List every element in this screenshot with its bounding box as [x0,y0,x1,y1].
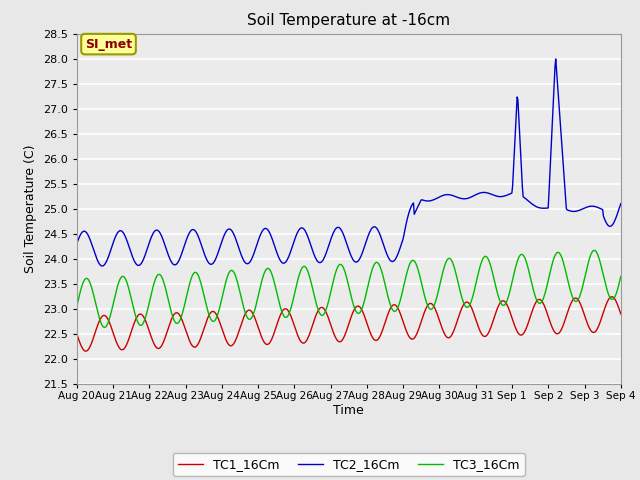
TC1_16Cm [431,307,439,312]
TC2_16Cm [617,201,625,206]
Line: TC1_16Cm: TC1_16Cm [77,297,621,351]
TC3_16Cm [431,299,439,305]
Legend: TC1_16Cm, TC2_16Cm, TC3_16Cm: TC1_16Cm, TC2_16Cm, TC3_16Cm [173,453,525,476]
Text: SI_met: SI_met [85,37,132,50]
TC2_16Cm [431,196,439,202]
X-axis label: Time: Time [333,404,364,417]
Line: TC3_16Cm: TC3_16Cm [77,250,621,327]
Y-axis label: Soil Temperature (C): Soil Temperature (C) [24,144,37,273]
TC3_16Cm [591,247,598,253]
TC2_16Cm [73,241,81,247]
TC3_16Cm [83,276,90,281]
TC3_16Cm [195,274,202,279]
TC2_16Cm [140,257,147,263]
TC3_16Cm [73,303,81,309]
Title: Soil Temperature at -16cm: Soil Temperature at -16cm [247,13,451,28]
TC3_16Cm [140,320,147,326]
TC1_16Cm [617,311,625,317]
TC3_16Cm [617,274,625,279]
TC3_16Cm [101,324,109,330]
TC1_16Cm [140,313,147,319]
TC1_16Cm [195,340,202,346]
TC2_16Cm [223,227,231,233]
TC2_16Cm [552,56,559,62]
TC2_16Cm [195,234,202,240]
Line: TC2_16Cm: TC2_16Cm [77,59,621,266]
TC3_16Cm [416,272,424,278]
TC1_16Cm [223,340,231,346]
TC1_16Cm [73,331,81,337]
TC2_16Cm [83,230,90,236]
TC1_16Cm [84,348,92,353]
TC2_16Cm [416,200,424,206]
TC1_16Cm [82,348,90,354]
TC3_16Cm [223,274,231,280]
TC2_16Cm [99,263,106,269]
TC1_16Cm [608,294,616,300]
TC1_16Cm [416,324,424,330]
